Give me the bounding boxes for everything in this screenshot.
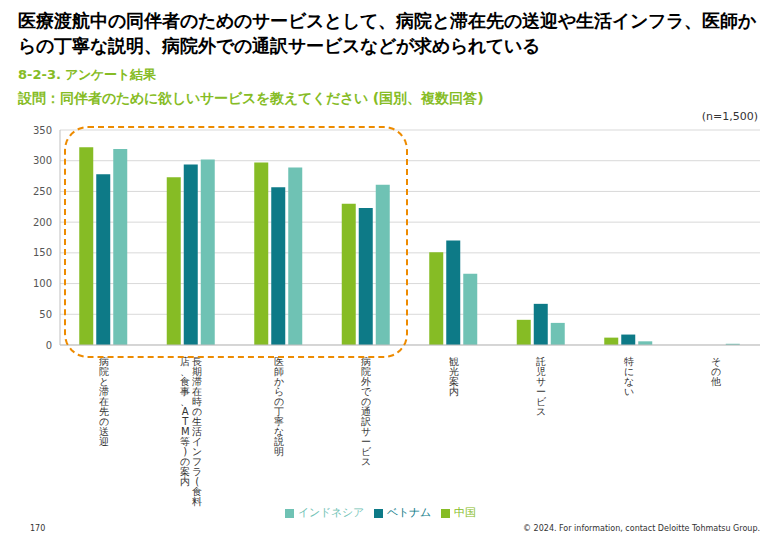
svg-text:と: と <box>98 376 109 387</box>
svg-text:丁: 丁 <box>273 406 284 417</box>
svg-text:等: 等 <box>180 436 191 447</box>
svg-text:店: 店 <box>180 356 191 367</box>
svg-text:他: 他 <box>711 376 721 387</box>
svg-text:滞: 滞 <box>98 386 109 397</box>
html-text:医療渡航中の同伴者のためのサービスとして、病院と滞在先の送迎: 医療渡航中の同伴者のためのサービスとして、病院と滞在先の送迎や生活インフラ、医師… <box>18 10 756 56</box>
svg-text:M: M <box>180 426 190 437</box>
svg-text:そ: そ <box>711 356 722 367</box>
svg-text:生: 生 <box>192 416 203 427</box>
svg-text:サ: サ <box>361 426 372 437</box>
svg-text:光: 光 <box>448 366 459 377</box>
svg-text:案: 案 <box>180 466 191 477</box>
svg-text:い: い <box>624 386 634 397</box>
svg-text:A: A <box>181 406 189 417</box>
svg-text:料: 料 <box>192 496 202 507</box>
svg-text:送: 送 <box>98 426 109 437</box>
svg-text:在: 在 <box>192 386 203 397</box>
svg-text:の: の <box>361 396 372 407</box>
svg-text:先: 先 <box>98 406 109 417</box>
svg-text:50: 50 <box>39 309 52 320</box>
svg-text:時: 時 <box>192 396 203 407</box>
svg-text:食: 食 <box>180 376 191 387</box>
svg-text:ス: ス <box>536 406 546 417</box>
svg-text:T: T <box>182 416 189 427</box>
svg-text:ビ: ビ <box>361 446 372 457</box>
svg-text:に: に <box>623 366 634 377</box>
svg-text:説: 説 <box>273 436 284 447</box>
svg-text:な: な <box>273 426 284 437</box>
svg-text:在: 在 <box>98 396 109 407</box>
svg-text:師: 師 <box>273 366 284 377</box>
svg-text:長: 長 <box>192 356 203 367</box>
svg-text:の: の <box>98 416 109 427</box>
html-text:(n=1,500): (n=1,500) <box>701 110 758 123</box>
svg-text:ラ: ラ <box>192 466 203 477</box>
svg-text:の: の <box>273 396 284 407</box>
svg-text:内: 内 <box>449 386 459 397</box>
svg-text:ス: ス <box>361 456 371 467</box>
svg-text:な: な <box>623 376 634 387</box>
html-text:ベトナム: ベトナム <box>386 506 431 519</box>
svg-text:通: 通 <box>361 406 372 417</box>
svg-text:院: 院 <box>98 366 109 377</box>
svg-text:0: 0 <box>46 340 52 351</box>
svg-text:病: 病 <box>361 356 372 367</box>
svg-text:医: 医 <box>273 356 284 367</box>
svg-text:の: の <box>192 406 203 417</box>
svg-text:寧: 寧 <box>273 416 284 427</box>
svg-text:特: 特 <box>623 356 634 367</box>
html-text:8-2-3. アンケート結果: 8-2-3. アンケート結果 <box>18 67 157 82</box>
svg-text:の: の <box>711 366 722 377</box>
svg-text:ー: ー <box>361 436 372 447</box>
svg-text:外: 外 <box>361 376 372 387</box>
svg-text:250: 250 <box>33 186 52 197</box>
svg-text:訳: 訳 <box>361 416 372 427</box>
html-text:中国: 中国 <box>453 506 476 519</box>
svg-text:100: 100 <box>33 278 52 289</box>
svg-text:300: 300 <box>33 155 52 166</box>
svg-text:内: 内 <box>180 476 190 487</box>
svg-text:期: 期 <box>192 366 203 377</box>
html-text:170: 170 <box>30 524 46 533</box>
svg-text:ビ: ビ <box>536 396 547 407</box>
svg-text:活: 活 <box>192 426 203 437</box>
svg-text:児: 児 <box>536 366 547 377</box>
svg-text:か: か <box>273 376 284 387</box>
svg-text:ー: ー <box>536 386 547 397</box>
svg-text:イ: イ <box>192 436 203 447</box>
svg-text:150: 150 <box>33 247 52 258</box>
svg-text:滞: 滞 <box>192 376 203 387</box>
svg-text:案: 案 <box>448 376 459 387</box>
svg-text:明: 明 <box>274 446 284 457</box>
svg-text:事: 事 <box>180 386 191 397</box>
html-text:設問：同伴者のために欲しいサービスを教えてください (国別、: 設問：同伴者のために欲しいサービスを教えてください (国別、複数回答) <box>18 90 484 106</box>
svg-text:ン: ン <box>192 446 203 457</box>
svg-text:観: 観 <box>448 356 459 367</box>
svg-text:ら: ら <box>273 386 284 397</box>
svg-text:200: 200 <box>33 217 52 228</box>
svg-text:食: 食 <box>192 486 203 497</box>
svg-text:の: の <box>180 456 191 467</box>
html-text:© 2024. For information, conta: © 2024. For information, contact Deloitt… <box>523 524 760 533</box>
svg-text:病: 病 <box>98 356 109 367</box>
svg-text:で: で <box>361 386 372 397</box>
html-text:インドネシア: インドネシア <box>297 506 364 519</box>
svg-text:託: 託 <box>536 356 547 367</box>
svg-text:院: 院 <box>361 366 372 377</box>
svg-text:迎: 迎 <box>99 436 109 447</box>
svg-text:フ: フ <box>192 456 203 467</box>
svg-text:350: 350 <box>33 125 52 136</box>
svg-text:サ: サ <box>536 376 547 387</box>
